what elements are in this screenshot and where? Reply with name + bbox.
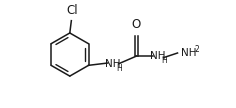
Text: H: H [117, 64, 122, 73]
Text: 2: 2 [194, 45, 199, 54]
Text: NH: NH [105, 59, 120, 69]
Text: O: O [132, 18, 141, 31]
Text: NH: NH [181, 48, 197, 58]
Text: Cl: Cl [66, 4, 78, 17]
Text: NH: NH [150, 51, 165, 61]
Text: H: H [161, 56, 167, 65]
